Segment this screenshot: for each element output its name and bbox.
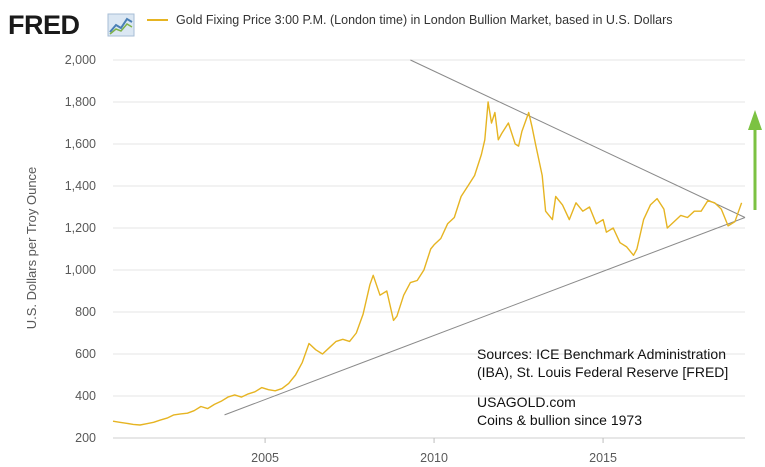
trendline (224, 217, 746, 416)
y-axis-ticks: 200 400 600 800 1,000 1,200 1,400 1,600 1,800 2,0… (65, 53, 96, 445)
x-tick-label: 2015 (589, 451, 617, 465)
gridlines (113, 59, 745, 439)
y-tick-label: 1,400 (65, 179, 96, 193)
fred-logo[interactable]: FRED (8, 10, 80, 40)
y-tick-label: 1,800 (65, 95, 96, 109)
source-annotation: Sources: ICE Benchmark Administration (I… (477, 346, 728, 428)
sources-line-1: Sources: ICE Benchmark Administration (477, 346, 726, 362)
series-line (112, 101, 743, 426)
brand-line-2: Coins & bullion since 1973 (477, 412, 642, 428)
y-tick-label: 1,600 (65, 137, 96, 151)
y-tick-label: 400 (75, 389, 96, 403)
header: FRED Gold Fixing Price 3:00 P.M. (London… (8, 10, 673, 40)
y-tick-label: 800 (75, 305, 96, 319)
x-axis-ticks: 2005 2010 2015 (251, 438, 617, 465)
y-tick-label: 1,000 (65, 263, 96, 277)
x-tick-label: 2010 (420, 451, 448, 465)
trendlines (224, 59, 746, 416)
y-axis-title: U.S. Dollars per Troy Ounce (24, 167, 39, 330)
y-tick-label: 200 (75, 431, 96, 445)
legend-label: Gold Fixing Price 3:00 P.M. (London time… (176, 13, 673, 27)
y-tick-label: 1,200 (65, 221, 96, 235)
brand-line-1: USAGOLD.com (477, 394, 576, 410)
up-arrow-icon (748, 110, 762, 210)
sources-line-2: (IBA), St. Louis Federal Reserve [FRED] (477, 364, 728, 380)
y-tick-label: 2,000 (65, 53, 96, 67)
x-tick-label: 2005 (251, 451, 279, 465)
trendline (410, 59, 746, 218)
line-chart-icon (107, 13, 135, 37)
y-tick-label: 600 (75, 347, 96, 361)
series-group (112, 101, 743, 426)
